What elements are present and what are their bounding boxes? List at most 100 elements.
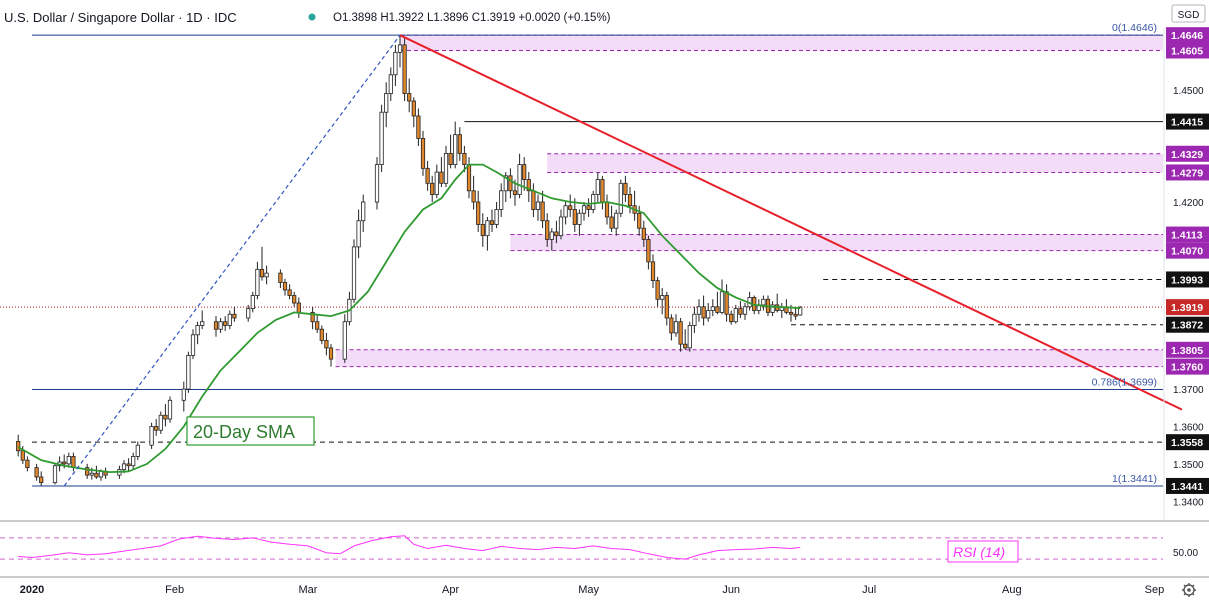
candle-90: [535, 201, 541, 210]
market-status-dot: [308, 13, 316, 21]
candle-28: [195, 325, 200, 336]
candle-135: [742, 306, 748, 315]
candle-115: [650, 261, 656, 281]
candle-7: [62, 461, 67, 465]
candle-4: [39, 476, 44, 483]
candle-29: [200, 321, 205, 326]
candle-43: [292, 295, 297, 304]
candle-13: [98, 470, 104, 478]
candle-133: [733, 308, 738, 323]
settings-gear-icon[interactable]: [1182, 583, 1196, 597]
sma-20-line: [17, 163, 801, 474]
candle-109: [623, 182, 628, 195]
candle-86: [517, 164, 522, 195]
rsi-value-tick: 50.00: [1173, 548, 1198, 559]
candle-37: [255, 268, 260, 296]
price-label-6: 1.4070: [1171, 246, 1203, 258]
candle-23: [163, 414, 168, 420]
candle-45: [310, 311, 315, 323]
candle-20: [149, 426, 154, 446]
candle-58: [388, 74, 393, 94]
candle-141: [770, 304, 775, 313]
trendlines: [63, 34, 1183, 487]
x-tick-4: May: [578, 584, 599, 596]
candle-46: [315, 321, 320, 330]
ohlc-readout: O1.3898 H1.3922 L1.3896 C1.3919 +0.0020 …: [333, 12, 611, 24]
candle-57: [384, 93, 389, 113]
candle-38: [259, 268, 265, 278]
candle-134: [738, 308, 743, 315]
price-axis[interactable]: 1.4500 1.4200 1.3700 1.3600 1.3500 1.3400 1.46…: [1163, 27, 1209, 520]
price-label-4: 1.4279: [1171, 167, 1203, 179]
candle-128: [710, 306, 715, 311]
price-label-2: 1.4415: [1171, 117, 1203, 129]
x-tick-1: Feb: [165, 584, 184, 596]
candle-84: [508, 175, 513, 192]
price-label-box-4: [1166, 164, 1209, 181]
candle-8: [66, 456, 71, 465]
y-tick-1: 1.4200: [1173, 198, 1204, 209]
candle-112: [637, 212, 642, 229]
candle-33: [227, 313, 232, 326]
candle-26: [186, 354, 191, 390]
time-axis[interactable]: 2020 Feb Mar Apr May Jun Jul Aug Sep: [20, 584, 1164, 596]
price-label-box-7: [1166, 271, 1209, 288]
candle-122: [683, 343, 688, 349]
currency-badge[interactable]: SGD: [1178, 10, 1200, 21]
candle-32: [223, 321, 228, 326]
candle-68: [434, 171, 439, 195]
candle-36: [250, 295, 255, 310]
price-label-box-8: [1166, 299, 1209, 316]
price-label-3: 1.4329: [1171, 149, 1203, 161]
candle-81: [494, 209, 499, 225]
candle-93: [549, 231, 554, 240]
sma-20-line-group: [17, 163, 801, 474]
candle-117: [660, 295, 665, 300]
candle-116: [655, 280, 660, 300]
fib-anchor-line: [63, 34, 401, 487]
candle-60: [397, 44, 403, 53]
candle-119: [669, 317, 674, 334]
candle-18: [131, 456, 136, 467]
candle-61: [402, 44, 407, 94]
candle-123: [687, 325, 692, 349]
candle-47: [319, 328, 324, 341]
candle-35: [246, 308, 251, 319]
price-label-box-12: [1166, 434, 1209, 451]
fib-label-0: 0(1.4646): [1112, 22, 1157, 34]
candle-54: [361, 201, 366, 222]
zone-2: [510, 234, 1163, 251]
rsi-pane: RSI (14) 50.00: [0, 520, 1209, 578]
candle-70: [443, 152, 449, 184]
candle-65: [420, 138, 426, 169]
price-label-1: 1.4605: [1171, 46, 1203, 58]
candles: [16, 35, 803, 486]
candle-120: [673, 321, 679, 334]
candle-85: [512, 190, 518, 195]
candle-131: [724, 291, 729, 315]
zone-3: [335, 349, 1164, 367]
candle-130: [719, 291, 725, 313]
candle-106: [609, 216, 614, 229]
candle-34: [232, 313, 237, 319]
price-label-8: 1.3919: [1171, 302, 1203, 314]
price-label-0: 1.4646: [1171, 30, 1203, 42]
x-tick-7: Aug: [1002, 584, 1022, 596]
candle-129: [715, 306, 720, 313]
candle-95: [558, 216, 564, 237]
candle-3: [34, 467, 39, 478]
candle-27: [190, 334, 196, 356]
candle-11: [89, 472, 94, 476]
candle-10: [85, 467, 90, 476]
candle-56: [379, 111, 384, 166]
candle-39: [264, 272, 269, 278]
currency-badge-box[interactable]: [1171, 4, 1206, 23]
candle-48: [324, 340, 329, 349]
candle-40: [278, 272, 283, 283]
candle-75: [466, 164, 472, 192]
candle-73: [457, 134, 462, 154]
price-label-13: 1.3441: [1171, 481, 1203, 493]
candle-64: [416, 115, 421, 139]
candle-1: [20, 450, 25, 461]
